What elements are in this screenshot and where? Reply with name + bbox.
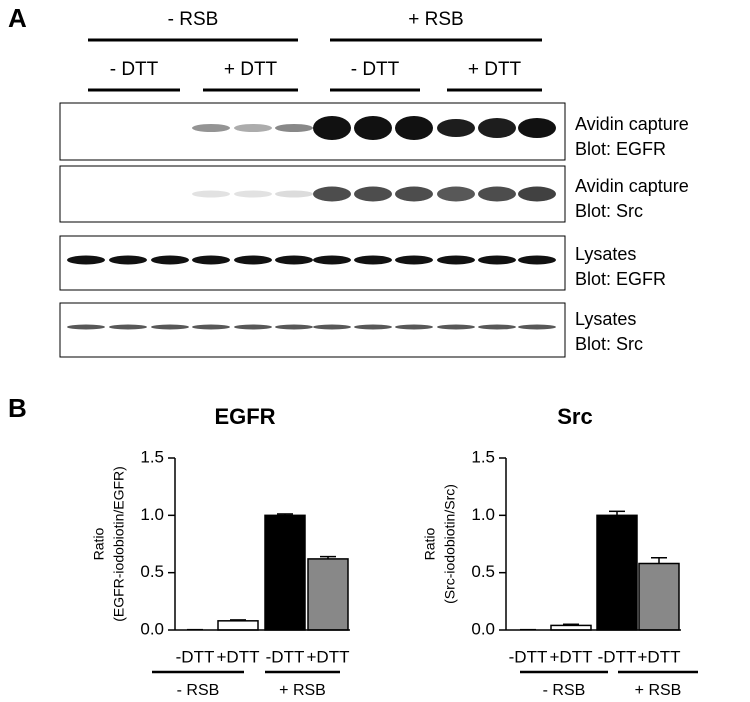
group-label: - RSB [543,682,586,699]
band [275,124,313,132]
band [478,324,516,330]
band [151,324,189,330]
band [313,116,351,140]
band [313,186,351,202]
bar [307,558,349,631]
band [518,255,556,265]
band [354,116,392,140]
chart-title: EGFR [214,404,275,429]
blot-label: Avidin capture [575,114,689,134]
band [437,186,475,202]
y-tick-label: 1.5 [471,447,495,466]
blot-label: Lysates [575,244,636,264]
group-label: - RSB [177,682,220,699]
band [313,324,351,330]
band [275,190,313,198]
blot-panel [59,235,566,291]
blot-label: Blot: Src [575,334,643,354]
band [313,255,351,265]
blot-panel [59,302,566,358]
band [395,186,433,202]
x-tick-label: -DTT [266,647,305,666]
band [395,116,433,140]
blot-label: Blot: EGFR [575,139,666,159]
band [192,255,230,265]
band [518,186,556,202]
y-tick-label: 1.5 [140,447,164,466]
bar [638,562,680,631]
x-tick-label: +DTT [550,647,593,666]
condition-label: - DTT [110,59,159,80]
blot-label: Blot: EGFR [575,269,666,289]
band [234,190,272,198]
band [437,119,475,137]
y-axis-label: (Src-iodobiotin/Src) [442,484,458,604]
band [109,255,147,265]
y-tick-label: 0.0 [140,619,164,638]
band [518,118,556,138]
y-tick-label: 1.0 [140,505,164,524]
group-label: - RSB [168,9,219,30]
band [234,124,272,132]
band [192,324,230,330]
band [275,255,313,265]
y-tick-label: 1.0 [471,505,495,524]
blot-label: Avidin capture [575,176,689,196]
band [478,255,516,265]
y-axis-label: Ratio [422,527,438,560]
band [395,324,433,330]
x-tick-label: -DTT [176,647,215,666]
x-tick-label: +DTT [638,647,681,666]
bar [264,514,306,631]
band [518,324,556,330]
condition-label: + DTT [468,59,522,80]
band [275,324,313,330]
condition-label: - DTT [351,59,400,80]
band [354,255,392,265]
x-tick-label: +DTT [307,647,350,666]
bar [596,514,638,631]
band [395,255,433,265]
y-axis-label: Ratio [91,527,107,560]
band [478,186,516,202]
group-label: + RSB [279,682,326,699]
band [354,186,392,202]
y-axis-label: (EGFR-iodobiotin/EGFR) [111,466,127,622]
x-tick-label: +DTT [217,647,260,666]
band [192,124,230,132]
condition-label: + DTT [224,59,278,80]
x-tick-label: -DTT [598,647,637,666]
blot-label: Blot: Src [575,201,643,221]
bar [217,620,259,631]
panel-label: B [8,393,27,423]
band [192,190,230,198]
band [151,255,189,265]
band [437,255,475,265]
chart-title: Src [557,404,592,429]
band [234,324,272,330]
blot-label: Lysates [575,309,636,329]
panel-label: A [8,3,27,33]
band [437,324,475,330]
band [234,255,272,265]
x-tick-label: -DTT [509,647,548,666]
group-label: + RSB [408,9,463,30]
y-tick-label: 0.5 [471,562,495,581]
y-tick-label: 0.0 [471,619,495,638]
y-tick-label: 0.5 [140,562,164,581]
band [478,118,516,138]
band [67,255,105,265]
group-label: + RSB [635,682,682,699]
band [67,324,105,330]
band [354,324,392,330]
band [109,324,147,330]
